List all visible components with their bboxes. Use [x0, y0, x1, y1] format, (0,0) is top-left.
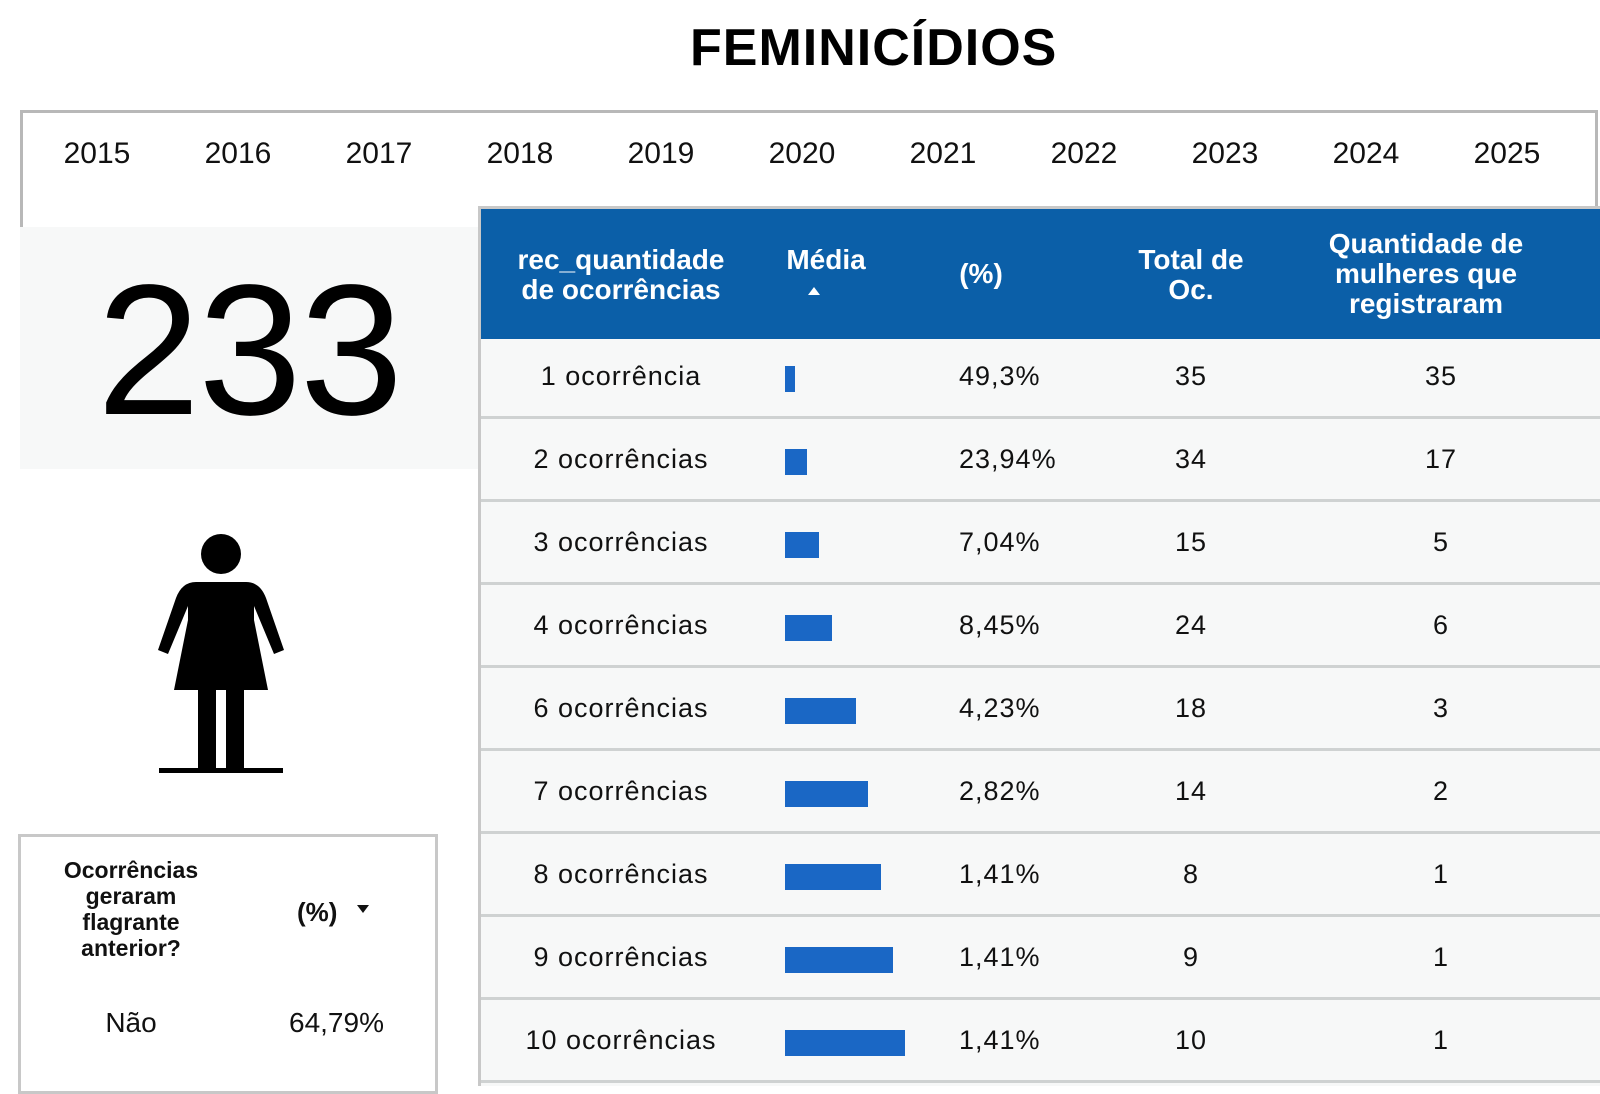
year-filter-2017[interactable]: 2017 — [345, 137, 413, 170]
sort-asc-icon[interactable] — [808, 287, 820, 295]
row-qty: 5 — [1432, 527, 1450, 557]
page-title: FEMINICÍDIOS — [690, 19, 1058, 77]
sort-desc-icon[interactable] — [357, 905, 369, 913]
row-label: 4 ocorrências — [533, 610, 709, 640]
row-total: 24 — [1174, 610, 1208, 640]
year-filter-2025[interactable]: 2025 — [1473, 137, 1541, 170]
flagrante-label: Não — [105, 1007, 157, 1038]
row-label: 9 ocorrências — [533, 942, 709, 972]
media-bar — [785, 615, 832, 641]
row-total: 34 — [1174, 444, 1208, 474]
table-row: 1 ocorrência 49,3% 35 35 — [481, 339, 1600, 419]
row-qty: 2 — [1432, 776, 1450, 806]
media-bar — [785, 449, 807, 475]
media-bar — [785, 532, 819, 558]
row-label: 7 ocorrências — [533, 776, 709, 806]
year-filter-2018[interactable]: 2018 — [486, 137, 554, 170]
table-row: 6 ocorrências 4,23% 18 3 — [481, 671, 1600, 751]
row-total: 14 — [1174, 776, 1208, 806]
kpi-card: 233 — [20, 227, 478, 469]
media-bar — [785, 781, 868, 807]
flagrante-header-question[interactable]: Ocorrências geraram flagrante anterior? — [63, 857, 199, 961]
year-filter-2015[interactable]: 2015 — [63, 137, 131, 170]
table-row: Não 64,79% — [21, 1007, 441, 1047]
table-row: 7 ocorrências 2,82% 14 2 — [481, 754, 1600, 834]
year-filter-2016[interactable]: 2016 — [204, 137, 272, 170]
row-pct: 49,3% — [959, 361, 1041, 391]
year-bar-divider — [20, 206, 23, 228]
table-row: 4 ocorrências 8,45% 24 6 — [481, 588, 1600, 668]
table-row: 3 ocorrências 7,04% 15 5 — [481, 505, 1600, 585]
row-label: 3 ocorrências — [533, 527, 709, 557]
year-filter-bar: 2015 2016 2017 2018 2019 2020 2021 2022 2023 2024… — [20, 110, 1598, 228]
row-total: 8 — [1182, 859, 1200, 889]
table-row: 10 ocorrências 1,41% 10 1 — [481, 1003, 1600, 1083]
table-row: 9 ocorrências 1,41% 9 1 — [481, 920, 1600, 1000]
row-pct: 8,45% — [959, 610, 1041, 640]
kpi-value: 233 — [96, 247, 403, 454]
row-qty: 35 — [1424, 361, 1458, 391]
row-label: 2 ocorrências — [533, 444, 709, 474]
row-label: 1 ocorrência — [540, 361, 702, 391]
row-qty: 17 — [1424, 444, 1458, 474]
flagrante-header-pct[interactable]: (%) — [297, 897, 338, 927]
year-filter-2019[interactable]: 2019 — [627, 137, 695, 170]
row-qty: 3 — [1432, 693, 1450, 723]
media-bar — [785, 698, 856, 724]
table-row: 2 ocorrências 23,94% 34 17 — [481, 422, 1600, 502]
header-media[interactable]: Média — [786, 244, 866, 275]
row-total: 15 — [1174, 527, 1208, 557]
row-total: 35 — [1174, 361, 1208, 391]
row-qty: 1 — [1432, 859, 1450, 889]
row-pct: 7,04% — [959, 527, 1041, 557]
row-pct: 23,94% — [959, 444, 1057, 474]
media-bar — [785, 947, 893, 973]
row-qty: 1 — [1432, 1025, 1450, 1055]
year-filter-2024[interactable]: 2024 — [1332, 137, 1400, 170]
table-row: 8 ocorrências 1,41% 8 1 — [481, 837, 1600, 917]
row-total: 9 — [1182, 942, 1200, 972]
row-qty: 1 — [1432, 942, 1450, 972]
header-pct[interactable]: (%) — [959, 258, 1003, 289]
row-total: 10 — [1174, 1025, 1208, 1055]
media-bar — [785, 366, 795, 392]
row-label: 8 ocorrências — [533, 859, 709, 889]
media-bar — [785, 1030, 905, 1056]
year-filter-2020[interactable]: 2020 — [768, 137, 836, 170]
row-pct: 1,41% — [959, 1025, 1041, 1055]
year-filter-2021[interactable]: 2021 — [909, 137, 977, 170]
row-label: 6 ocorrências — [533, 693, 709, 723]
row-total: 18 — [1174, 693, 1208, 723]
year-filter-2023[interactable]: 2023 — [1191, 137, 1259, 170]
header-quantidade[interactable]: rec_quantidade de ocorrências — [517, 244, 725, 305]
occurrences-table: rec_quantidade de ocorrências Média (%) … — [478, 206, 1600, 1086]
header-qty[interactable]: Quantidade de mulheres que registraram — [1328, 228, 1524, 319]
header-total[interactable]: Total de Oc. — [1138, 244, 1244, 305]
row-pct: 1,41% — [959, 942, 1041, 972]
year-filter-2022[interactable]: 2022 — [1050, 137, 1118, 170]
row-qty: 6 — [1432, 610, 1450, 640]
row-label: 10 ocorrências — [525, 1025, 717, 1055]
flagrante-pct: 64,79% — [289, 1007, 384, 1038]
media-bar — [785, 864, 881, 890]
row-pct: 4,23% — [959, 693, 1041, 723]
row-pct: 1,41% — [959, 859, 1041, 889]
row-pct: 2,82% — [959, 776, 1041, 806]
flagrante-table: Ocorrências geraram flagrante anterior? … — [18, 834, 438, 1094]
table-header: rec_quantidade de ocorrências Média (%) … — [481, 209, 1600, 339]
woman-icon — [158, 534, 284, 773]
